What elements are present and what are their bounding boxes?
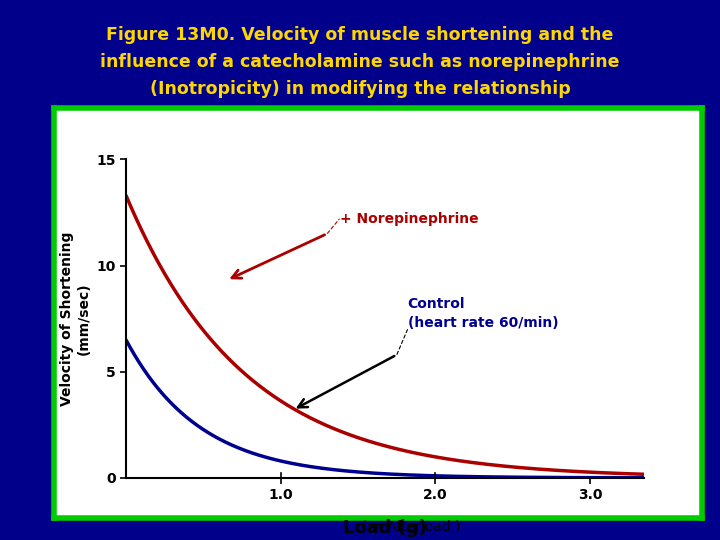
- Text: Figure 13M0. Velocity of muscle shortening and the: Figure 13M0. Velocity of muscle shorteni…: [107, 26, 613, 44]
- Text: influence of a catecholamine such as norepinephrine: influence of a catecholamine such as nor…: [100, 53, 620, 71]
- Text: ( = Afterload ): ( = Afterload ): [310, 519, 461, 534]
- Y-axis label: Velocity of Shortening
(mm/sec): Velocity of Shortening (mm/sec): [60, 232, 91, 406]
- Text: Load (g): Load (g): [343, 519, 427, 537]
- Text: Control: Control: [408, 297, 465, 310]
- Text: + Norepinephrine: + Norepinephrine: [340, 212, 478, 226]
- Text: (Inotropicity) in modifying the relationship: (Inotropicity) in modifying the relation…: [150, 80, 570, 98]
- Text: (heart rate 60/min): (heart rate 60/min): [408, 316, 558, 330]
